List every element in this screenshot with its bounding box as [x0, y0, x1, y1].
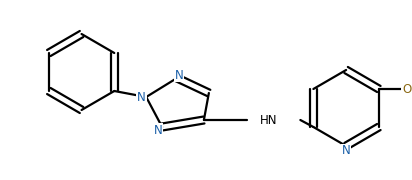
Text: N: N [342, 145, 351, 158]
Text: N: N [175, 69, 183, 82]
Text: N: N [154, 123, 162, 136]
Text: HN: HN [260, 114, 277, 127]
Text: O: O [402, 82, 411, 96]
Text: N: N [137, 91, 145, 104]
